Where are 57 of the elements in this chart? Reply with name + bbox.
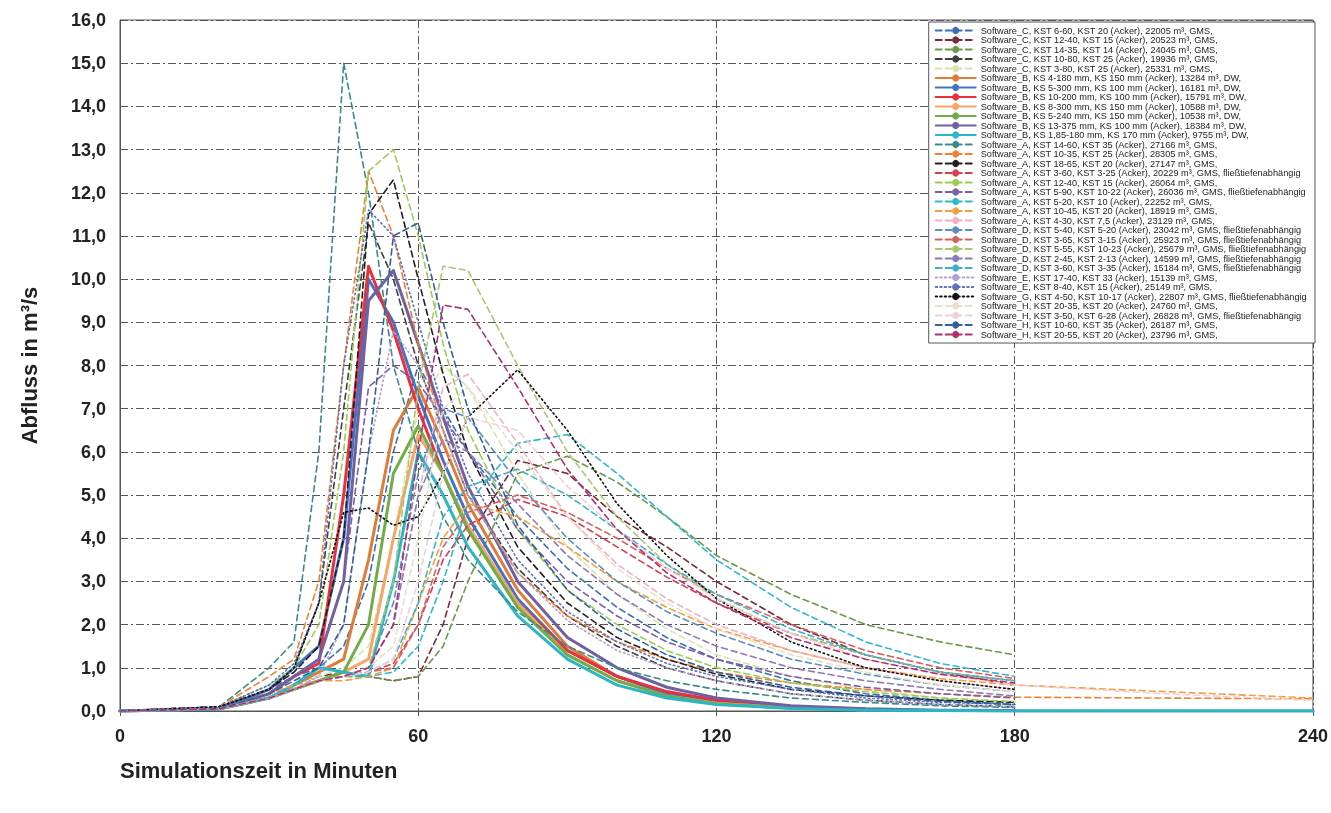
legend-label: Software_H, KST 10-60, KST 35 (Acker), 26187 m³, GMS, (980, 320, 1218, 330)
y-tick-label: 11,0 (71, 225, 106, 246)
legend-label: Software_D, KST 5-55, KST 10-23 (Acker), 25679 m³, GMS, fließtiefenabhängig (980, 244, 1307, 254)
legend-label: Software_A, KST 4-30, KST 7,5 (Acker), 23129 m³, GMS, (980, 215, 1215, 226)
y-tick-label: 0,0 (80, 701, 106, 721)
y-tick-label: 15,0 (70, 53, 106, 74)
y-axis-title: Abfluss in m³/s (16, 286, 42, 445)
y-tick-label: 2,0 (80, 614, 106, 635)
legend-label: Software_B, KS 4-180 mm, KS 150 mm (Acker), 13284 m³, DW, (980, 73, 1242, 83)
legend-label: Software_D, KST 2-45, KST 2-13 (Acker), 14599 m³, GMS, fließtiefenabhängig (980, 253, 1302, 264)
legend-label: Software_B, KS 10-200 mm, KS 100 mm (Acker), 15791 m³, DW, (980, 92, 1247, 102)
legend-label: Software_E, KST 17-40, KST 33 (Acker), 15139 m³, GMS, (980, 272, 1218, 283)
legend-label: Software_A, KST 3-60, KST 3-25 (Acker), 20229 m³, GMS, fließtiefenabhängig (980, 168, 1301, 178)
y-tick-label: 7,0 (80, 398, 106, 419)
x-tick-label: 240 (1297, 726, 1329, 746)
legend-label: Software_C, KST 12-40, KST 15 (Acker), 20523 m³, GMS, (980, 35, 1218, 45)
y-tick-label: 14,0 (70, 96, 106, 117)
legend-label: Software_A, KST 10-45, KST 20 (Acker), 18919 m³, GMS, (980, 206, 1218, 216)
legend-label: Software_B, KS 13-375 mm, KS 100 mm (Acker), 18384 m³, DW, (980, 120, 1247, 131)
y-tick-label: 3,0 (80, 571, 106, 592)
legend-label: Software_A, KST 18-65, KST 20 (Acker), 27147 m³, GMS, (980, 158, 1218, 169)
legend-label: Software_A, KST 5-90, KST 10-22 (Acker), 26036 m³, GMS, fließtiefenabhängig (980, 187, 1306, 197)
x-tick-label: 180 (999, 726, 1030, 746)
legend-label: Software_C, KST 14-35, KST 14 (Acker), 24045 m³, GMS, (980, 44, 1218, 55)
y-tick-label: 1,0 (80, 657, 106, 678)
y-tick-label: 10,0 (70, 269, 106, 290)
y-tick-label: 4,0 (80, 528, 106, 549)
y-tick-label: 5,0 (80, 485, 106, 506)
legend-label: Software_B, KS 5-240 mm, KS 150 mm (Acker), 10538 m³, DW, (980, 111, 1242, 121)
legend-label: Software_C, KST 6-60, KST 20 (Acker), 22005 m³, GMS, (980, 25, 1213, 36)
legend-label: Software_D, KST 3-65, KST 3-15 (Acker), 25923 m³, GMS, fließtiefenabhängig (980, 234, 1302, 245)
legend-label: Software_D, KST 3-60, KST 3-35 (Acker), 15184 m³, GMS, fließtiefenabhängig (980, 263, 1302, 273)
legend-label: Software_A, KST 10-35, KST 25 (Acker), 28305 m³, GMS, (980, 149, 1218, 159)
x-tick-label: 60 (408, 726, 429, 746)
y-tick-label: 12,0 (70, 182, 106, 203)
legend-label: Software_G, KST 4-50, KST 10-17 (Acker), 22807 m³, GMS, fließtiefenabhängig (980, 291, 1307, 302)
legend-label: Software_A, KST 14-60, KST 35 (Acker), 27166 m³, GMS, (980, 139, 1218, 150)
x-tick-label: 0 (114, 726, 126, 746)
y-tick-label: 6,0 (80, 441, 106, 462)
legend-label: Software_B, KS 8-300 mm, KS 150 mm (Acker), 10588 m³, DW, (980, 101, 1242, 112)
legend-label: Software_A, KST 5-20, KST 10 (Acker), 22252 m³, GMS, (980, 196, 1213, 207)
y-tick-label: 13,0 (70, 139, 106, 160)
legend-label: Software_C, KST 10-80, KST 25 (Acker), 19936 m³, GMS, (980, 54, 1218, 64)
legend-label: Software_E, KST 8-40, KST 15 (Acker), 25149 m³, GMS, (980, 282, 1213, 292)
legend-label: Software_H, KST 3-50, KST 6-28 (Acker), 26828 m³, GMS, fließtiefenabhängig (980, 310, 1302, 321)
legend-label: Software_H, KST 20-55, KST 20 (Acker), 23796 m³, GMS, (980, 329, 1218, 340)
y-tick-label: 9,0 (80, 312, 106, 333)
legend-label: Software_B, KS 1,85-180 mm, KS 170 mm (Acker), 9755 m³, DW, (980, 130, 1249, 140)
y-tick-label: 8,0 (80, 355, 106, 376)
legend-label: Software_B, KS 5-300 mm, KS 100 mm (Acker), 16181 m³, DW, (980, 82, 1242, 93)
legend-label: Software_A, KST 12-40, KST 15 (Acker), 26064 m³, GMS, (980, 177, 1218, 188)
legend-label: Software_C, KST 3-80, KST 25 (Acker), 25331 m³, GMS, (980, 63, 1213, 74)
x-tick-label: 120 (701, 726, 732, 746)
legend-label: Software_H, KST 20-35, KST 20 (Acker), 24760 m³, GMS, (980, 301, 1218, 311)
y-tick-label: 16,0 (70, 10, 106, 30)
legend-label: Software_D, KST 5-40, KST 5-20 (Acker), 23042 m³, GMS, fließtiefenabhängig (980, 225, 1302, 235)
x-axis-title: Simulationszeit in Minuten (120, 757, 398, 783)
